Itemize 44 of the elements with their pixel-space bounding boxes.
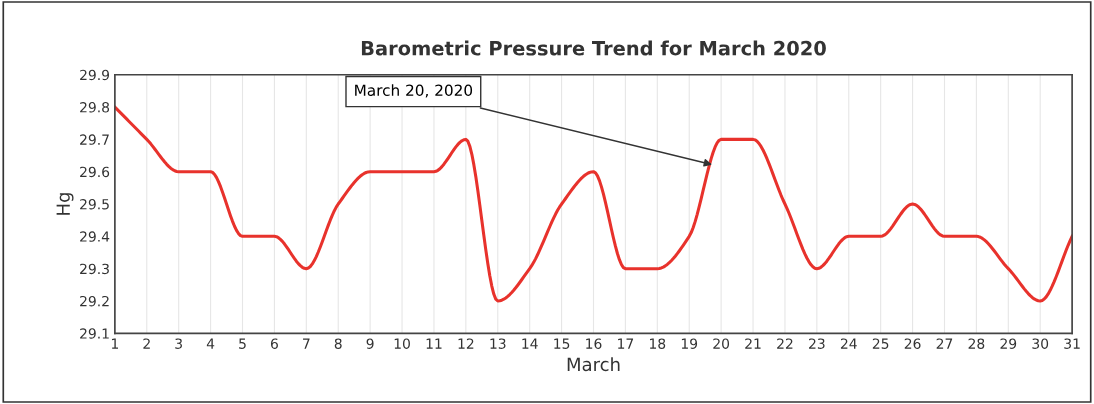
x-tick-label: 31 (1064, 338, 1080, 349)
x-tick-label: 22 (777, 338, 793, 349)
x-tick-label: 1 (111, 338, 119, 349)
x-tick-label: 24 (840, 338, 857, 349)
x-tick-label: 13 (490, 338, 506, 349)
x-tick-label: 12 (458, 338, 474, 349)
x-tick-label: 10 (394, 338, 410, 349)
x-tick-label: 17 (618, 338, 634, 349)
x-tick-label: 11 (426, 338, 442, 349)
x-tick-label: 29 (1000, 338, 1017, 349)
y-tick-label: 29.8 (80, 102, 110, 113)
x-tick-label: 19 (681, 338, 698, 349)
x-tick-label: 21 (745, 338, 761, 349)
x-tick-label: 26 (904, 338, 921, 349)
y-axis-title: Hg (56, 193, 74, 215)
x-tick-label: 4 (206, 338, 215, 349)
x-tick-label: 9 (366, 338, 374, 349)
y-tick-label: 29.2 (80, 295, 109, 307)
x-tick-label: 2 (143, 338, 150, 349)
annotation: March 20, 2020 (355, 84, 473, 98)
x-tick-label: 15 (554, 338, 570, 349)
x-tick-label: 3 (175, 338, 182, 349)
x-tick-label: 14 (522, 338, 538, 349)
x-tick-label: 5 (239, 338, 246, 349)
x-tick-label: 18 (650, 338, 666, 349)
x-tick-label: 25 (872, 338, 889, 349)
x-tick-label: 20 (713, 338, 730, 349)
y-tick-label: 29.6 (80, 166, 110, 178)
x-tick-label: 16 (586, 338, 602, 349)
y-tick-label: 29.1 (80, 328, 109, 339)
x-tick-label: 23 (809, 338, 825, 349)
x-tick-label: 28 (968, 338, 985, 349)
y-tick-label: 29.9 (80, 69, 110, 81)
x-axis-title: March (567, 357, 620, 372)
x-tick-label: 6 (270, 338, 278, 349)
x-tick-label: 7 (303, 338, 310, 349)
y-tick-label: 29.3 (80, 263, 109, 275)
x-tick-label: 27 (936, 338, 953, 349)
y-tick-label: 29.7 (80, 134, 109, 145)
y-tick-label: 29.4 (80, 231, 110, 242)
chart-title: Barometric Pressure Trend for March 2020 (361, 40, 826, 56)
x-tick-label: 30 (1032, 338, 1049, 349)
y-tick-label: 29.5 (80, 198, 109, 210)
x-tick-label: 8 (334, 338, 342, 349)
